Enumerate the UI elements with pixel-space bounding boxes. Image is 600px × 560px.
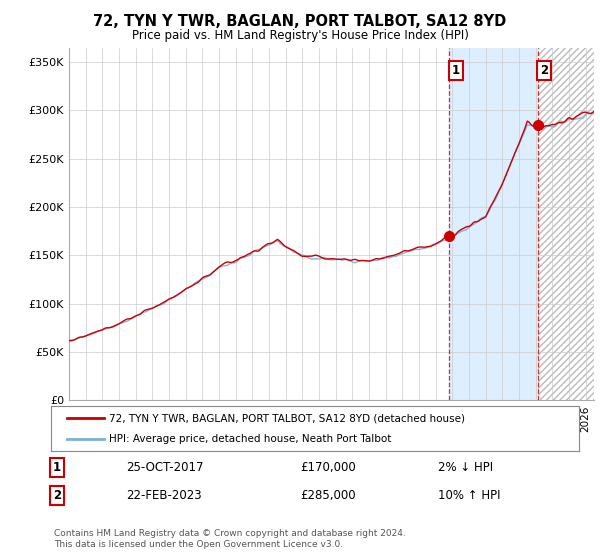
Text: 72, TYN Y TWR, BAGLAN, PORT TALBOT, SA12 8YD (detached house): 72, TYN Y TWR, BAGLAN, PORT TALBOT, SA12… [109,413,465,423]
Text: Contains HM Land Registry data © Crown copyright and database right 2024.
This d: Contains HM Land Registry data © Crown c… [54,529,406,549]
Bar [538,48,594,400]
Bar [449,48,538,400]
Text: 2% ↓ HPI: 2% ↓ HPI [438,461,493,474]
Text: 22-FEB-2023: 22-FEB-2023 [126,489,202,502]
Text: £170,000: £170,000 [300,461,356,474]
Text: Price paid vs. HM Land Registry's House Price Index (HPI): Price paid vs. HM Land Registry's House … [131,29,469,42]
Text: 72, TYN Y TWR, BAGLAN, PORT TALBOT, SA12 8YD: 72, TYN Y TWR, BAGLAN, PORT TALBOT, SA12… [94,14,506,29]
Text: 10% ↑ HPI: 10% ↑ HPI [438,489,500,502]
Text: 2: 2 [540,64,548,77]
Text: 2: 2 [53,489,61,502]
Bar [538,48,594,400]
Text: 1: 1 [452,64,460,77]
Text: 25-OCT-2017: 25-OCT-2017 [126,461,203,474]
Text: £285,000: £285,000 [300,489,356,502]
Text: HPI: Average price, detached house, Neath Port Talbot: HPI: Average price, detached house, Neat… [109,433,391,444]
Text: 1: 1 [53,461,61,474]
